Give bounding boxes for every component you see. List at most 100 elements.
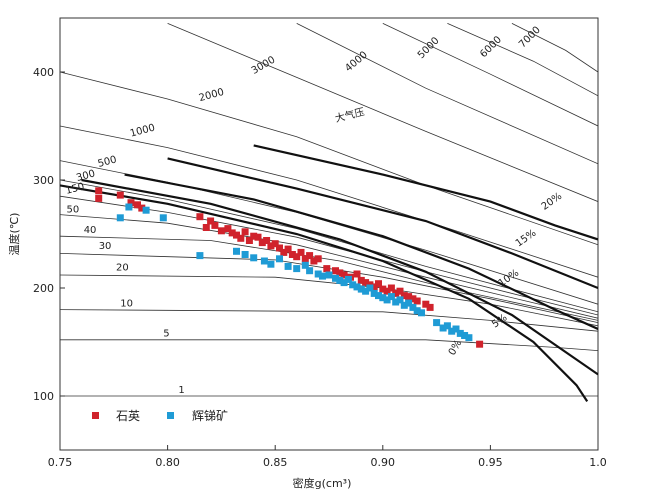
- point-quartz: [323, 265, 331, 273]
- point-stibnite: [325, 271, 333, 279]
- point-stibnite: [306, 267, 314, 275]
- point-quartz: [271, 240, 279, 248]
- point-quartz: [116, 191, 124, 199]
- y-tick-label: 300: [33, 174, 54, 187]
- point-stibnite: [400, 301, 408, 309]
- point-quartz: [379, 285, 387, 293]
- point-quartz: [413, 297, 421, 305]
- point-stibnite: [379, 294, 387, 302]
- isobar-line: [60, 71, 598, 246]
- point-quartz: [127, 199, 135, 207]
- point-stibnite: [387, 293, 395, 301]
- isobar-line: [511, 23, 598, 73]
- point-quartz: [357, 276, 365, 284]
- point-stibnite: [439, 324, 447, 332]
- x-tick-label: 0.95: [478, 456, 503, 469]
- point-quartz: [196, 213, 204, 221]
- point-stibnite: [332, 274, 339, 282]
- isobar-line: [60, 214, 598, 319]
- point-stibnite: [375, 292, 382, 300]
- point-stibnite: [452, 325, 460, 333]
- point-quartz: [276, 244, 283, 252]
- pressure-label: 40: [84, 225, 97, 236]
- point-quartz: [306, 252, 314, 260]
- point-stibnite: [443, 322, 451, 330]
- point-quartz: [314, 255, 322, 263]
- x-axis-title: 密度g(cm³): [293, 476, 352, 490]
- isobar-line: [60, 309, 598, 332]
- pressure-label: 150: [64, 181, 85, 197]
- point-stibnite: [409, 303, 417, 311]
- point-quartz: [396, 287, 404, 295]
- point-quartz: [288, 251, 296, 258]
- point-quartz: [233, 231, 240, 239]
- point-stibnite: [396, 296, 404, 304]
- point-stibnite: [465, 334, 473, 342]
- point-quartz: [202, 224, 210, 231]
- point-quartz: [400, 292, 408, 300]
- point-quartz: [95, 194, 103, 202]
- pressure-label: 30: [99, 241, 112, 252]
- point-stibnite: [319, 272, 326, 280]
- pressure-label: 6000: [478, 34, 504, 60]
- isobar-line: [60, 235, 598, 321]
- isobar-line: [167, 23, 598, 202]
- point-quartz: [263, 237, 271, 244]
- point-quartz: [267, 242, 275, 250]
- point-stibnite: [362, 287, 370, 295]
- salinity-line: [253, 144, 598, 241]
- salinity-curves: [60, 144, 598, 403]
- point-stibnite: [340, 279, 348, 287]
- point-quartz: [250, 232, 258, 240]
- point-stibnite: [405, 299, 413, 307]
- pressure-curves: [60, 23, 598, 397]
- point-stibnite: [250, 254, 258, 262]
- pressure-label: 500: [97, 154, 118, 170]
- point-quartz: [362, 279, 370, 287]
- salinity-line: [81, 178, 598, 376]
- point-quartz: [336, 269, 344, 277]
- point-quartz: [207, 217, 215, 225]
- point-stibnite: [314, 270, 322, 278]
- point-stibnite: [344, 275, 352, 283]
- point-quartz: [237, 234, 245, 242]
- point-quartz: [228, 229, 236, 237]
- point-stibnite: [418, 309, 425, 317]
- point-quartz: [375, 280, 382, 288]
- isobar-line: [60, 125, 598, 278]
- point-stibnite: [196, 252, 204, 260]
- point-quartz: [258, 239, 266, 247]
- point-stibnite: [301, 261, 309, 269]
- isobar-line: [382, 23, 598, 127]
- annotation-atmospheric-pressure: 大气压: [334, 105, 366, 125]
- point-quartz: [280, 248, 288, 256]
- pressure-label: 10: [120, 298, 133, 309]
- point-stibnite: [433, 319, 441, 327]
- point-quartz: [95, 187, 103, 195]
- y-tick-label: 200: [33, 282, 54, 295]
- point-stibnite: [116, 214, 124, 222]
- point-stibnite: [392, 298, 400, 306]
- point-quartz: [293, 253, 301, 261]
- legend: 石英 辉锑矿: [92, 409, 228, 423]
- salinity-line: [167, 157, 598, 290]
- point-stibnite: [366, 284, 374, 292]
- point-stibnite: [284, 262, 292, 270]
- point-stibnite: [456, 329, 464, 337]
- x-tick-label: 0.90: [371, 456, 396, 469]
- point-quartz: [211, 221, 219, 229]
- point-stibnite: [448, 327, 456, 335]
- data-points: [95, 187, 484, 348]
- point-quartz: [353, 270, 361, 278]
- point-quartz: [254, 233, 262, 241]
- point-quartz: [340, 271, 348, 279]
- point-stibnite: [260, 257, 268, 265]
- isobar-line: [447, 23, 598, 97]
- pressure-label: 5: [163, 329, 169, 340]
- point-quartz: [245, 237, 253, 244]
- point-quartz: [217, 227, 225, 235]
- x-tick-label: 0.85: [263, 456, 288, 469]
- plot-area: [59, 17, 599, 451]
- axes: 0.75 0.80 0.85 0.90 0.95 1.0 100 200 300 400: [33, 66, 607, 469]
